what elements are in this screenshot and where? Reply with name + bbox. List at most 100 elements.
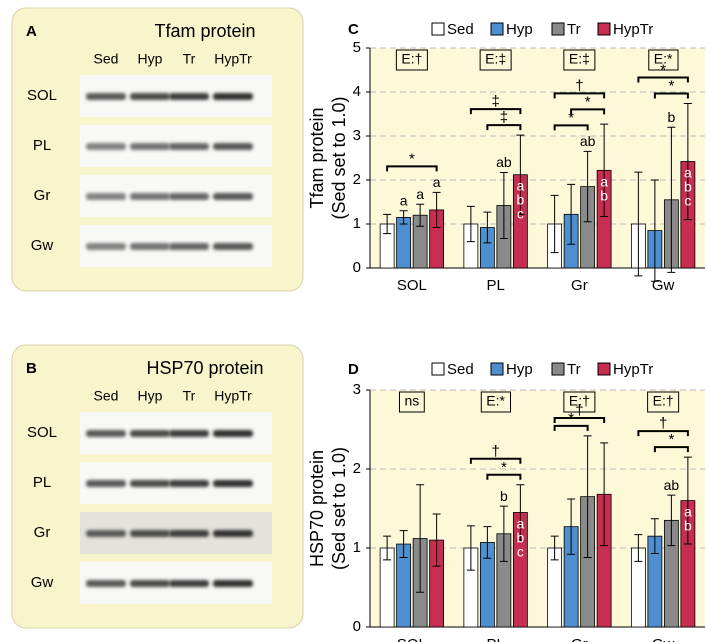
effect-box — [563, 49, 596, 71]
lane-label: HypTr — [214, 388, 252, 404]
error-bar — [383, 213, 392, 235]
panel-letter: B — [26, 360, 37, 377]
blot-band — [169, 93, 209, 100]
sig-symbol: * — [501, 459, 507, 476]
sig-letter: ab — [496, 154, 512, 170]
effect-box — [563, 391, 596, 413]
sig-symbol: ‡ — [491, 93, 499, 110]
sig-symbol: * — [409, 150, 415, 167]
error-bar — [466, 205, 475, 243]
panel-letter: A — [26, 23, 37, 40]
sig-letter-char: b — [516, 191, 524, 207]
effect-box — [648, 49, 679, 71]
error-bar — [466, 525, 475, 571]
error-bar — [550, 194, 559, 254]
sig-letter-char: b — [684, 517, 692, 533]
sig-bracket — [653, 446, 689, 453]
blot-band — [86, 93, 126, 100]
y-tick-label: 0 — [353, 618, 361, 635]
y-tick-label: 2 — [353, 460, 361, 477]
error-bar — [416, 203, 425, 227]
lane-label: HypTr — [214, 51, 252, 67]
legend-swatch — [431, 362, 445, 376]
effect-box — [480, 391, 512, 413]
sig-letter-char: b — [684, 178, 692, 194]
error-bar — [432, 513, 441, 567]
legend-swatch — [551, 22, 565, 36]
lane-label: Hyp — [138, 51, 163, 67]
legend-label: Tr — [567, 21, 581, 38]
sig-bracket — [637, 76, 689, 83]
row-label: PL — [33, 137, 51, 154]
x-tick-label: Gr — [571, 277, 588, 294]
blot-band — [86, 480, 126, 487]
y-axis-label: (Sed set to 1.0) — [329, 96, 349, 219]
blot-band — [213, 580, 253, 587]
legend-label: Sed — [447, 21, 474, 38]
error-bar — [650, 518, 659, 555]
effect-box — [647, 391, 680, 413]
sig-symbol: † — [659, 415, 667, 432]
blot-band — [169, 530, 209, 537]
effect-label: E:* — [654, 51, 673, 67]
sig-bracket — [553, 92, 606, 99]
y-tick-label: 5 — [353, 39, 361, 56]
error-bar — [634, 534, 643, 562]
x-tick-label: Gw — [652, 636, 675, 642]
blot-band — [130, 530, 170, 537]
row-label: Gr — [34, 524, 51, 541]
y-tick-label: 3 — [353, 381, 361, 398]
sig-letter: ab — [580, 133, 596, 149]
sig-symbol: * — [568, 109, 574, 126]
blot-band — [213, 193, 253, 200]
error-bar — [416, 484, 425, 593]
blot-band — [169, 480, 209, 487]
error-bar — [583, 150, 592, 223]
y-axis-label: (Sed set to 1.0) — [329, 447, 349, 570]
sig-bracket — [469, 108, 522, 115]
error-bar — [650, 179, 659, 282]
sig-bracket — [653, 92, 689, 99]
bar — [396, 216, 412, 269]
y-tick-label: 1 — [353, 215, 361, 232]
blot-band — [130, 143, 170, 150]
error-bar — [567, 183, 576, 245]
error-bar — [600, 123, 609, 218]
sig-symbol: * — [668, 431, 674, 448]
legend-label: HypTr — [613, 21, 653, 38]
legend-swatch — [490, 362, 504, 376]
y-tick-label: 0 — [353, 259, 361, 276]
sig-letter: a — [416, 186, 424, 202]
sig-symbol: * — [585, 93, 591, 110]
blot-band — [169, 243, 209, 250]
sig-letter-char: a — [600, 173, 608, 189]
x-tick-label: PL — [486, 636, 504, 642]
blot-title: HSP70 protein — [146, 358, 263, 378]
row-label: SOL — [27, 424, 57, 441]
sig-bracket — [553, 417, 606, 423]
lane-label: Tr — [183, 51, 196, 67]
legend-swatch — [490, 22, 504, 36]
error-bar — [483, 526, 492, 559]
effect-label: E:‡ — [569, 51, 590, 67]
blot-band — [86, 580, 126, 587]
lane-label: Sed — [94, 51, 119, 67]
x-tick-label: SOL — [397, 636, 427, 642]
lane-label: Sed — [94, 388, 119, 404]
error-bar — [516, 134, 525, 215]
sig-bracket — [553, 124, 589, 131]
error-bar — [432, 191, 441, 229]
error-bar — [683, 456, 692, 545]
effect-box — [479, 49, 512, 71]
y-tick-label: 3 — [353, 127, 361, 144]
sig-letter: b — [500, 488, 508, 504]
row-label: Gw — [31, 237, 54, 254]
sig-bracket — [553, 424, 589, 431]
blot-band — [86, 193, 126, 200]
blot-band — [213, 93, 253, 100]
error-bar — [383, 535, 392, 561]
